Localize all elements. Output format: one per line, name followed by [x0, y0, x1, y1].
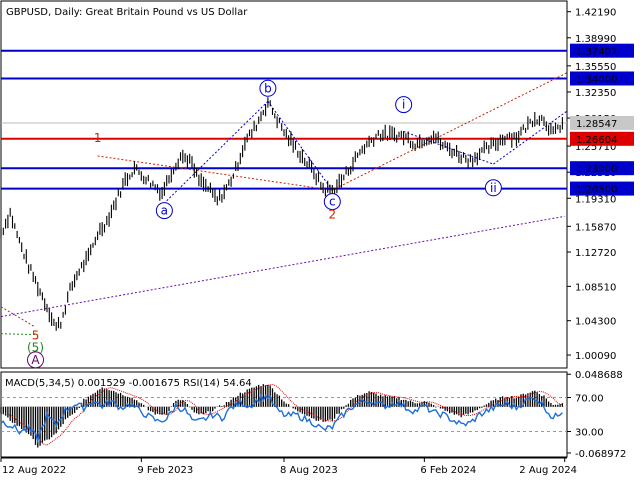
date-tick-label: 9 Feb 2023 — [137, 465, 193, 476]
indicator-axis: 0.048688 -0.068972 70.00 30.00 — [567, 370, 626, 460]
trend-line — [267, 101, 333, 191]
rsi-line — [0, 393, 563, 444]
wave-label: A — [31, 353, 40, 367]
wave-label-circle — [484, 179, 502, 197]
wave-label: 1 — [94, 131, 102, 145]
trend-line — [493, 110, 568, 165]
price-tick-label: 1.38990 — [575, 34, 616, 45]
wave-label-circle — [27, 351, 45, 369]
level-price-label: 1.37407 — [576, 47, 617, 58]
date-axis: 12 Aug 2022 9 Feb 2023 8 Aug 2023 6 Feb 202… — [0, 458, 577, 476]
trend-line — [0, 333, 36, 336]
price-tick-label: 1.42190 — [575, 8, 616, 19]
wave-label: b — [264, 81, 272, 95]
price-tick-label: 1.04300 — [575, 317, 616, 328]
date-tick-label: 12 Aug 2022 — [2, 465, 66, 476]
wave-label-circle — [395, 96, 413, 114]
wave-label: c — [329, 195, 336, 209]
wave-label-circle — [259, 79, 277, 97]
indicator-series — [0, 383, 567, 448]
date-tick-label: 2 Aug 2024 — [519, 465, 577, 476]
wave-label-circle — [155, 202, 173, 220]
current-price-label-box — [570, 115, 634, 130]
trend-lines — [0, 72, 568, 336]
trend-line — [0, 215, 565, 318]
price-series — [0, 97, 563, 331]
level-price-label: 1.23000 — [576, 164, 617, 175]
level-price-label-box — [570, 161, 634, 176]
price-tick-label: 1.08510 — [575, 282, 616, 293]
price-tick-label: 1.35550 — [575, 62, 616, 73]
price-tick-label: 1.00090 — [575, 351, 616, 362]
wave-label: a — [161, 204, 168, 218]
level-price-label-box — [570, 181, 634, 196]
wave-label: (5) — [27, 341, 44, 355]
chart-title: GBPUSD, Daily: Great Britain Pound vs US… — [6, 7, 248, 18]
macd-tick-label: 0.048688 — [575, 370, 623, 381]
current-price-label: 1.28547 — [576, 119, 617, 130]
price-tick-label: 1.15870 — [575, 222, 616, 233]
trend-line — [166, 100, 269, 202]
wave-label: ii — [490, 181, 497, 195]
wave-label: i — [402, 98, 405, 112]
level-price-label: 1.26604 — [576, 135, 617, 146]
macd-histogram — [0, 384, 564, 448]
macd-signal-line — [1, 383, 563, 446]
date-tick-label: 6 Feb 2024 — [420, 465, 476, 476]
level-price-label-box — [570, 131, 634, 146]
main-plot-frame — [0, 0, 568, 369]
trend-line — [97, 155, 333, 191]
level-price-label-box — [570, 71, 634, 86]
level-price-label: 1.20500 — [576, 185, 617, 196]
level-price-label-box — [570, 43, 634, 58]
indicator-plot-frame — [0, 371, 568, 458]
rsi-tick-label: 30.00 — [575, 428, 604, 439]
level-price-labels: 1.28547 1.37407 1.34000 1.26604 1.23000 1.205… — [570, 43, 634, 196]
wave-label: 2 — [328, 208, 336, 222]
wave-label: 5 — [32, 328, 40, 342]
price-tick-label: 1.32350 — [575, 88, 616, 99]
price-bars — [0, 97, 563, 331]
macd-tick-label: -0.068972 — [575, 449, 626, 460]
date-tick-label: 8 Aug 2023 — [280, 465, 338, 476]
price-tick-label: 1.19310 — [575, 194, 616, 205]
wave-label-circle — [323, 193, 341, 211]
rsi-tick-label: 70.00 — [575, 394, 604, 405]
level-price-label: 1.34000 — [576, 74, 617, 85]
price-tick-label: 1.25710 — [575, 142, 616, 153]
indicator-title: MACD(5,34,5) 0.001529 -0.001675 RSI(14) … — [5, 378, 252, 389]
horizontal-levels — [1, 49, 567, 190]
price-tick-label: 1.12720 — [575, 248, 616, 259]
trend-line — [332, 72, 568, 191]
trend-line — [0, 306, 36, 328]
